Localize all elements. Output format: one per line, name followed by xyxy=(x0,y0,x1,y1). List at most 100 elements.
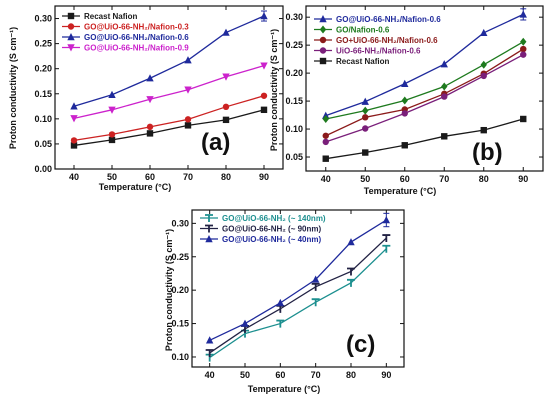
series-line xyxy=(209,219,387,341)
legend-marker xyxy=(67,44,75,52)
data-point xyxy=(441,82,448,91)
data-point xyxy=(260,12,268,20)
data-point xyxy=(108,136,116,144)
legend-label: GO@UiO-66-NH₂/Nafion-0.6 xyxy=(336,15,441,24)
series-line xyxy=(325,48,524,137)
legend-marker xyxy=(319,15,327,23)
x-tick-label: 40 xyxy=(205,370,215,380)
data-point xyxy=(205,336,214,344)
data-point xyxy=(70,142,78,149)
legend-label: UiO-66-NH₂/Nafion-0.6 xyxy=(336,47,421,56)
data-point xyxy=(480,28,488,37)
x-tick-label: 60 xyxy=(275,370,285,380)
data-point xyxy=(347,238,355,246)
data-point xyxy=(401,79,409,87)
data-point xyxy=(146,74,154,82)
plot-frame xyxy=(54,5,284,170)
x-axis-label: Temperature (°C) xyxy=(99,182,171,192)
data-point xyxy=(382,244,391,253)
y-tick-label: 0.20 xyxy=(285,68,303,78)
series-line xyxy=(325,54,524,143)
y-tick-label: 0.15 xyxy=(171,319,189,329)
y-tick-label: 0.05 xyxy=(285,152,303,162)
plot-frame xyxy=(305,5,544,172)
data-point xyxy=(361,97,369,105)
data-point xyxy=(184,86,192,94)
data-point xyxy=(222,28,230,36)
data-point xyxy=(520,45,527,53)
data-point xyxy=(276,298,285,307)
data-point xyxy=(108,90,116,98)
data-point xyxy=(322,155,329,162)
legend-label: Recast Nafion xyxy=(336,57,389,66)
panel-label: (b) xyxy=(472,139,503,166)
data-point xyxy=(108,131,116,138)
legend-marker xyxy=(319,47,327,54)
y-tick-label: 0.20 xyxy=(34,64,52,74)
data-point xyxy=(146,130,154,137)
data-point xyxy=(241,319,249,327)
legend-label: GO@UiO-66-NH₂ (~ 90nm) xyxy=(222,225,321,234)
x-tick-label: 50 xyxy=(360,174,370,184)
data-point xyxy=(362,106,369,115)
y-tick-label: 0.15 xyxy=(34,89,52,99)
panel-c: 40 50 60 70 80 90 0.10 0.15 0.20 0.25 0.30 Temperat… xyxy=(164,209,405,394)
series-line xyxy=(325,118,524,160)
data-point xyxy=(222,103,230,111)
y-tick-label: 0.25 xyxy=(171,252,189,262)
y-tick-label: 0.30 xyxy=(285,12,303,22)
legend-marker xyxy=(67,23,75,30)
data-point xyxy=(401,96,408,105)
data-point xyxy=(205,349,214,357)
data-point xyxy=(70,137,78,144)
data-point xyxy=(480,72,487,80)
y-tick-label: 0.10 xyxy=(171,352,189,362)
series-line xyxy=(73,95,265,142)
x-axis-label: Temperature (°C) xyxy=(248,384,320,394)
series-line xyxy=(209,248,387,359)
data-point xyxy=(347,278,355,287)
x-tick-label: 60 xyxy=(145,172,155,182)
x-tick-label: 70 xyxy=(183,172,193,182)
legend-marker xyxy=(319,36,327,44)
panel-a: 40 50 60 70 80 90 0.00 0.05 0.10 0.15 0.20 0.25 0.30… xyxy=(8,5,284,192)
series-line xyxy=(325,13,524,117)
y-tick-label: 0.15 xyxy=(285,96,303,106)
data-point xyxy=(480,60,487,69)
data-point xyxy=(322,114,329,123)
x-tick-label: 90 xyxy=(381,370,391,380)
legend-label: GO@UiO-66-NH₂ (~ 40nm) xyxy=(222,235,321,244)
y-tick-label: 0.20 xyxy=(171,285,189,295)
data-point xyxy=(311,275,320,283)
plot-frame xyxy=(191,209,405,368)
x-tick-label: 80 xyxy=(346,370,356,380)
data-point xyxy=(347,267,355,276)
legend-label: GO+UiO-66-NH₂/Nafion-0.6 xyxy=(336,36,438,45)
legend-label: GO@UiO-66-NH₂/Nafion-0.3 xyxy=(84,23,189,32)
legend-marker xyxy=(205,224,213,233)
x-tick-label: 50 xyxy=(107,172,117,182)
data-point xyxy=(441,93,448,100)
x-tick-label: 60 xyxy=(400,174,410,184)
x-tick-label: 70 xyxy=(439,174,449,184)
x-axis-label: Temperature (°C) xyxy=(364,186,436,196)
data-point xyxy=(108,106,116,114)
x-tick-label: 80 xyxy=(479,174,489,184)
data-point xyxy=(322,132,329,139)
data-point xyxy=(311,298,320,307)
legend-marker xyxy=(67,12,75,20)
data-point xyxy=(382,234,391,243)
x-tick-label: 50 xyxy=(240,370,250,380)
legend-label: GO@UiO-66-NH₂/Nafion-0.9 xyxy=(84,44,189,53)
y-tick-label: 0.30 xyxy=(34,14,52,24)
x-tick-label: 80 xyxy=(221,172,231,182)
panel-b: 40 50 60 70 80 90 0.05 0.10 0.15 0.20 0.25 0.30 Temp… xyxy=(269,5,544,196)
legend-label: GO@UiO-66-NH₂ (~ 140nm) xyxy=(222,214,326,223)
data-point xyxy=(401,110,408,117)
data-point xyxy=(184,122,192,129)
y-tick-label: 0.10 xyxy=(34,114,52,124)
data-point xyxy=(401,142,408,149)
y-tick-label: 0.30 xyxy=(171,218,189,228)
data-point xyxy=(520,51,527,58)
